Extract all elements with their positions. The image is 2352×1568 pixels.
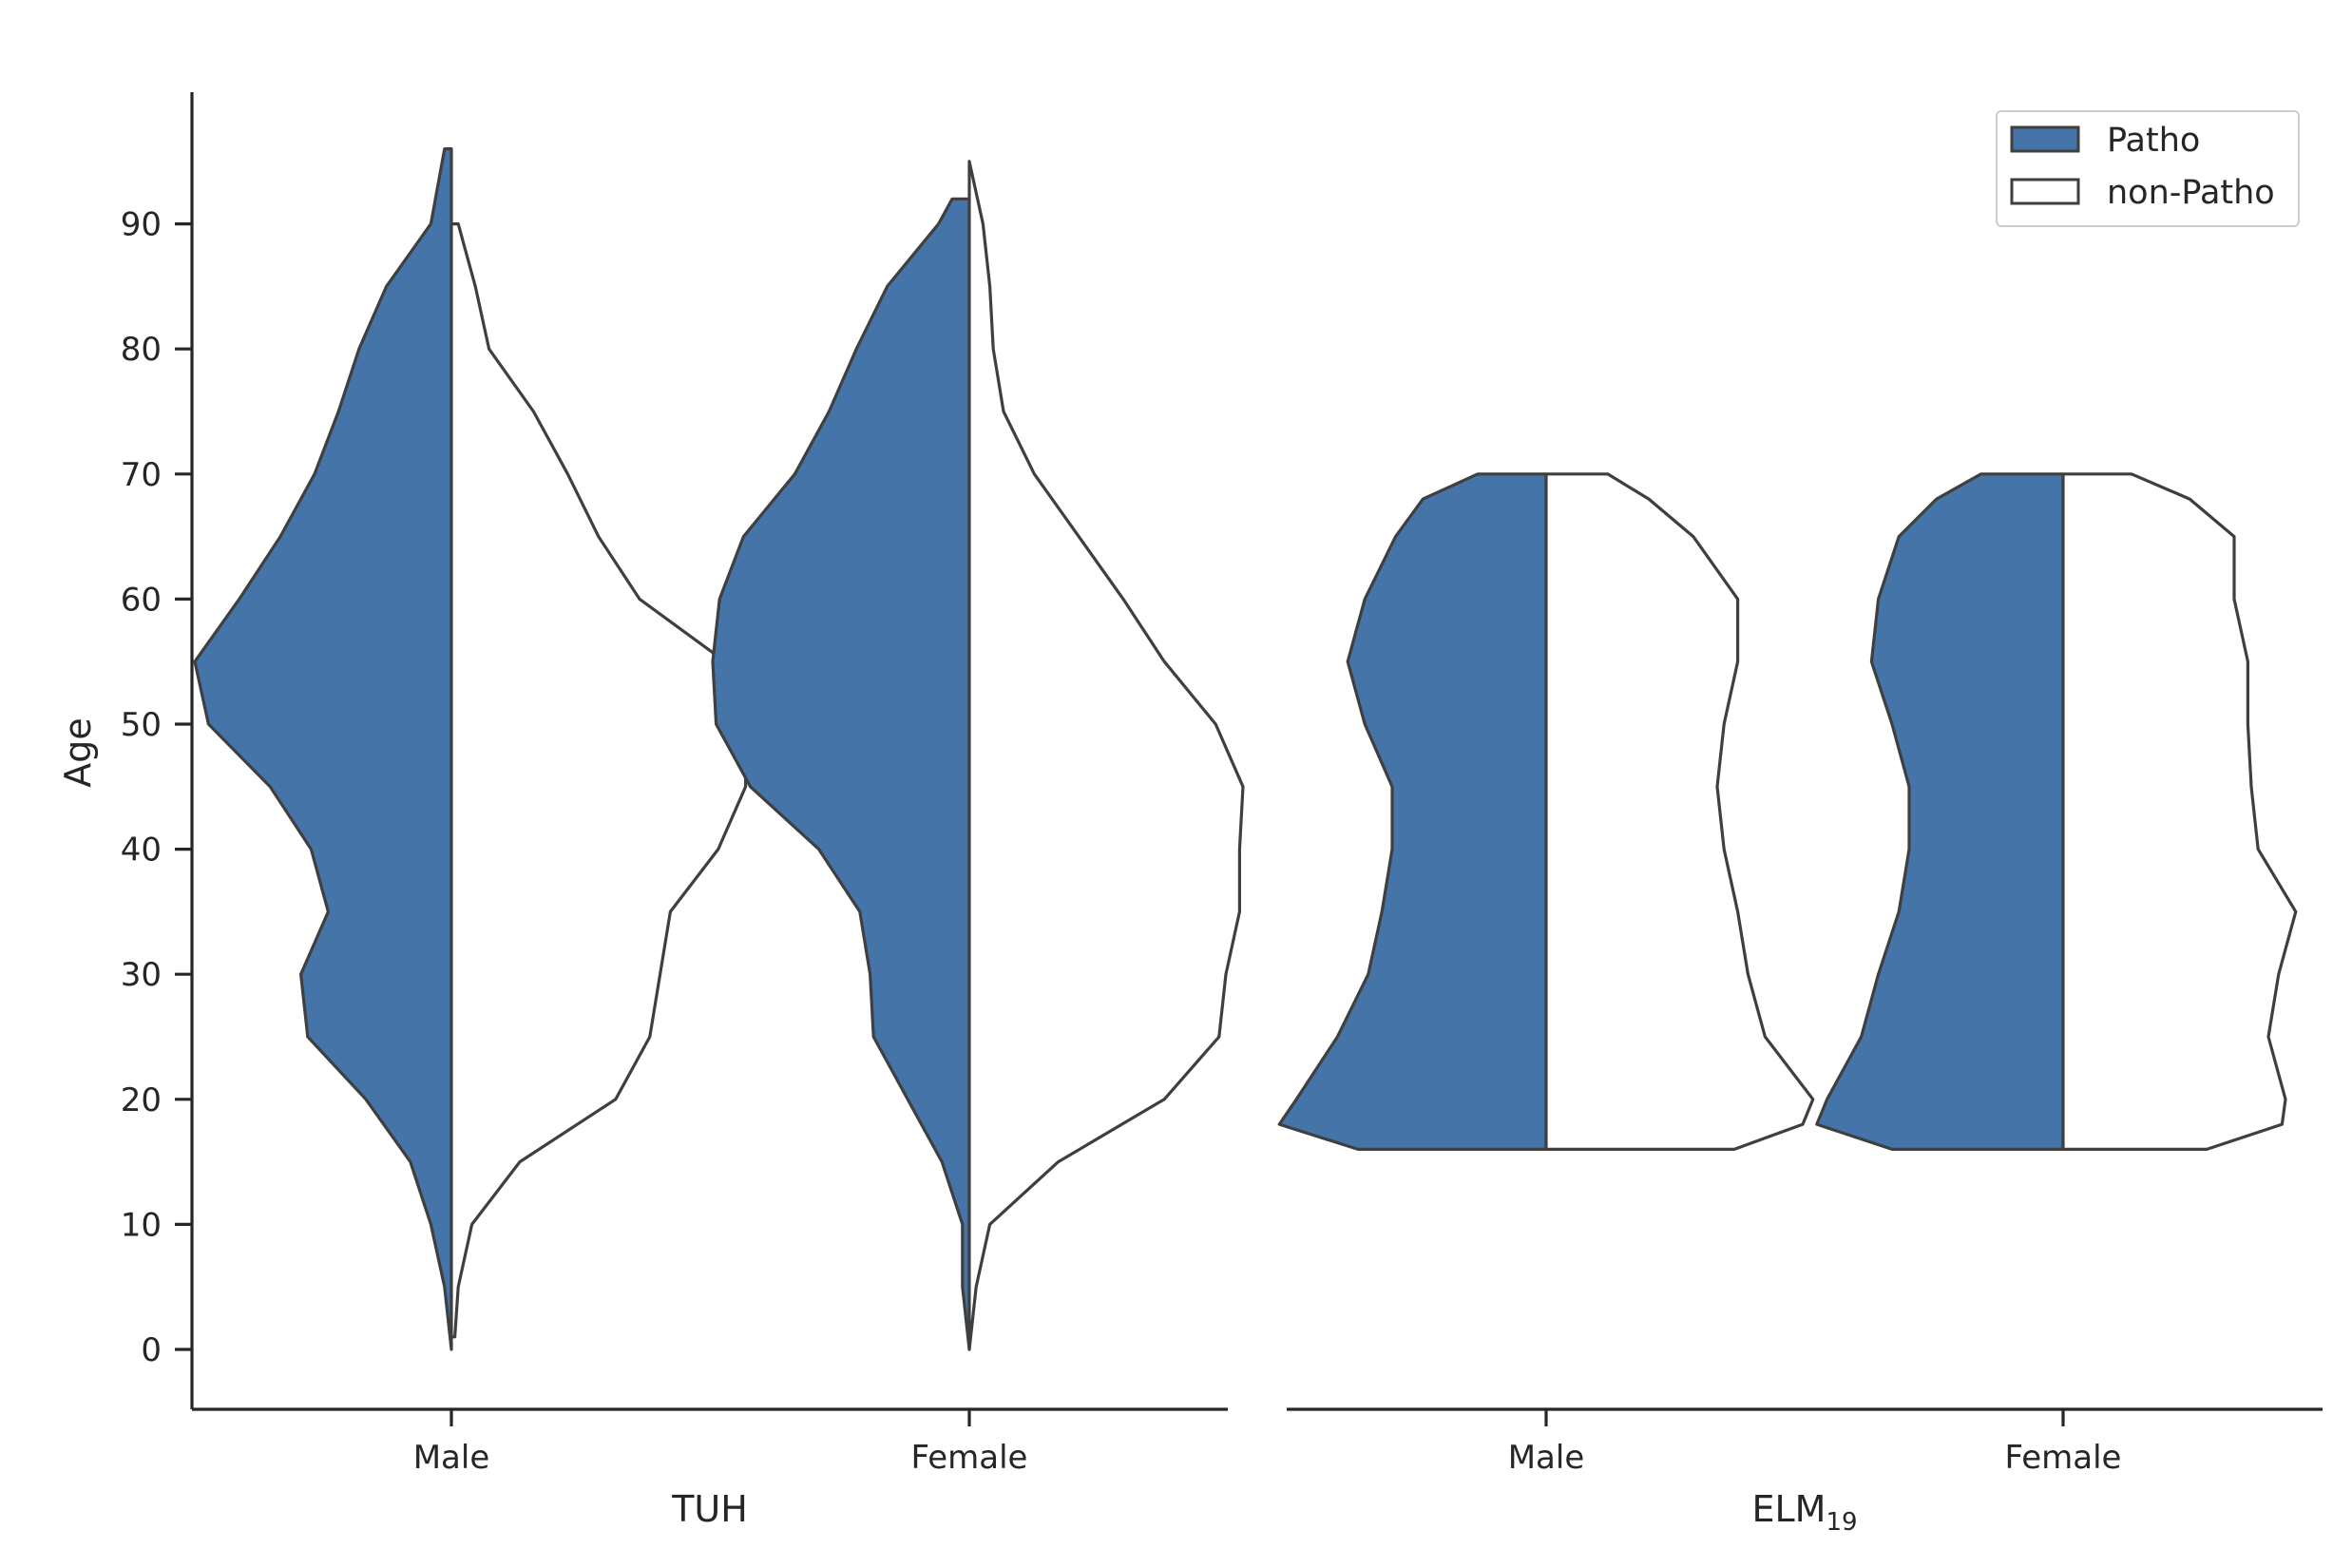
legend: Patho non-Patho [1996,110,2300,227]
y-tick-label: 60 [121,581,162,619]
panel-1: 0 10 20 30 40 50 60 70 80 90 Male Female TUH [121,92,1245,1530]
violin-half-patho [1815,472,2065,1151]
violin-half-non-patho [2061,472,2298,1151]
y-tick-label: 50 [121,706,162,744]
violin-female [711,160,1245,1351]
violin-half-non-patho [967,160,1245,1351]
violin-male [1277,472,1815,1151]
chart-panels: 0 10 20 30 40 50 60 70 80 90 Male Female TUH Male Fema… [121,92,2323,1537]
x-tick-label: Male [1508,1439,1585,1477]
y-tick-label: 0 [141,1331,162,1369]
x-axis-label: ELM19 [1751,1488,1857,1537]
y-axis-label: Age [57,717,99,788]
x-tick-label: Female [2005,1439,2122,1477]
y-tick-label: 40 [121,832,162,870]
violin-half-patho [1277,472,1548,1151]
panel-2: Male Female ELM19 [1277,472,2323,1537]
y-tick-label: 70 [121,456,162,494]
y-tick-label: 10 [121,1206,162,1244]
y-tick-label: 80 [121,331,162,369]
x-axis-label-subscript: 19 [1826,1508,1857,1537]
violin-half-non-patho [1544,472,1815,1151]
violin-half-patho [193,147,453,1351]
x-tick-label: Male [413,1439,490,1477]
y-tick-label: 90 [121,206,162,244]
legend-swatch-patho [2010,125,2080,153]
legend-swatch-non-patho [2010,178,2080,205]
legend-label-patho: Patho [2107,122,2200,160]
x-axis-label: TUH [671,1488,748,1530]
y-tick-label: 30 [121,956,162,994]
violin-female [1815,472,2298,1151]
x-tick-label: Female [911,1439,1028,1477]
legend-label-non-patho: non-Patho [2107,174,2275,212]
violin-half-patho [711,197,971,1351]
violin-male [193,147,748,1351]
violin-half-non-patho [449,222,748,1339]
y-tick-label: 20 [121,1081,162,1119]
